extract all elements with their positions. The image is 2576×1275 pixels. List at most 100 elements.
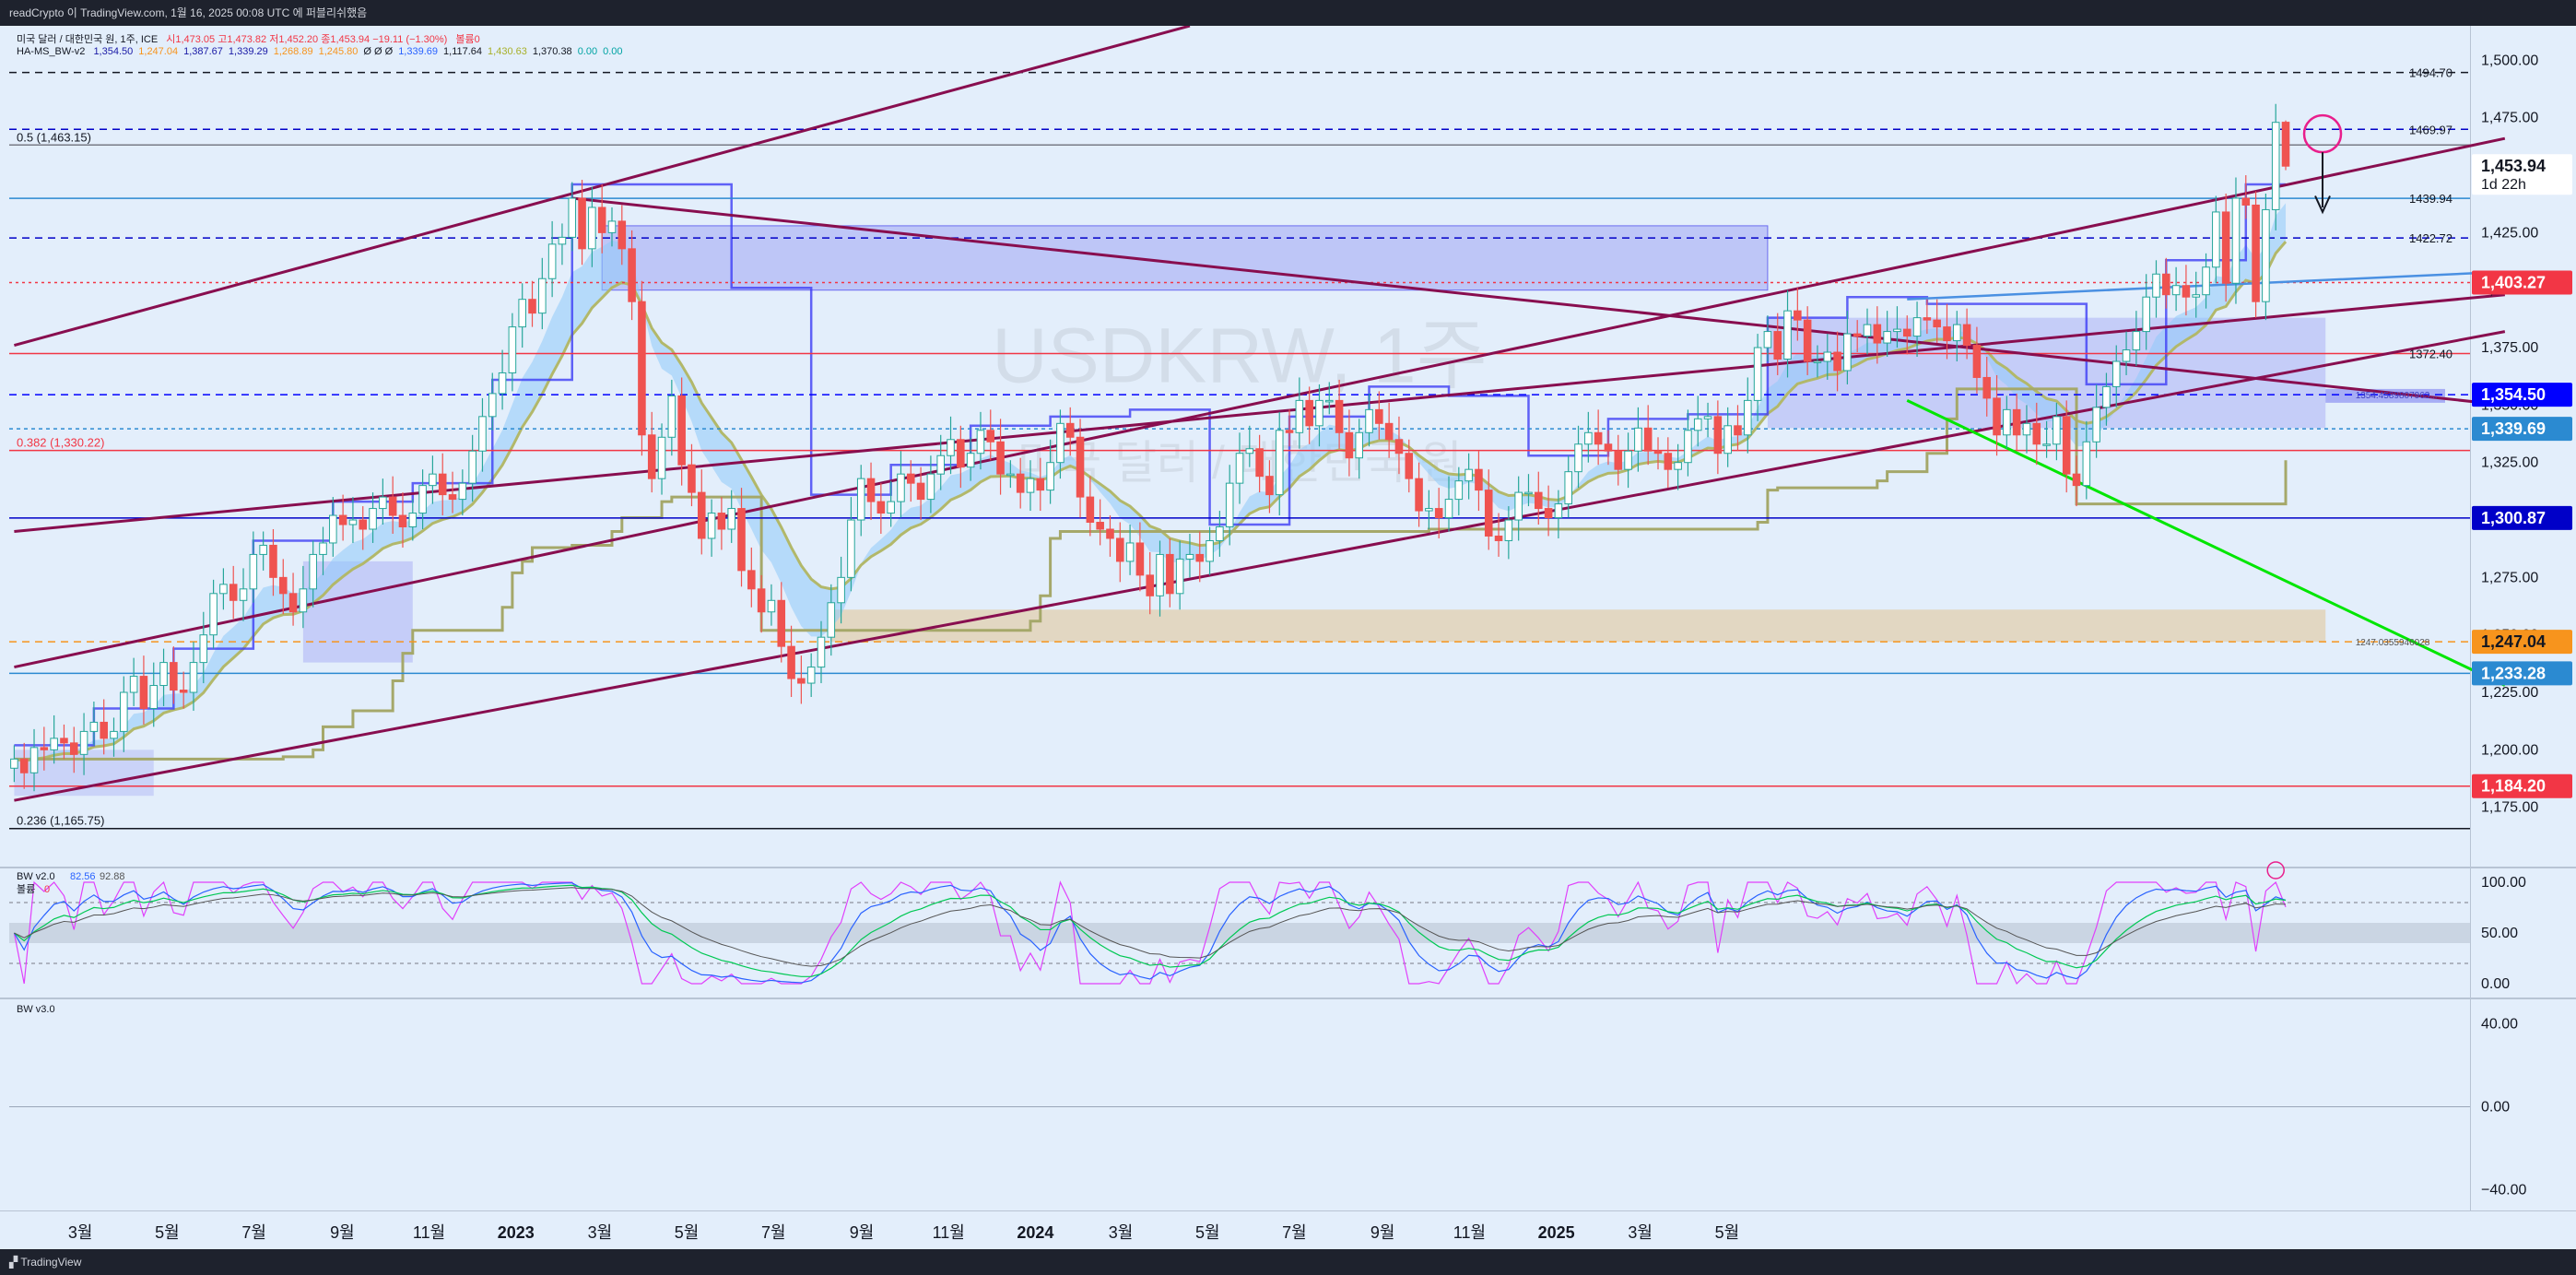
candle-body bbox=[578, 197, 586, 250]
oscillator-line-slow bbox=[14, 887, 2287, 967]
candle-body bbox=[1713, 416, 1723, 455]
candle-body bbox=[2102, 385, 2111, 408]
candle-body bbox=[1325, 399, 1334, 403]
legend-indicator-name[interactable]: HA-MS_BW-v2 bbox=[17, 46, 86, 57]
price-axis-tick: 1,375.00 bbox=[2481, 340, 2538, 356]
legend-value: 1,387.67 bbox=[183, 46, 223, 57]
candle-body bbox=[957, 439, 965, 468]
candle-body bbox=[2202, 266, 2210, 296]
candle-body bbox=[2152, 273, 2160, 298]
candle-body bbox=[2062, 416, 2071, 475]
candle-body bbox=[538, 277, 547, 314]
candle-body bbox=[1773, 331, 1782, 360]
price-axis-tick: 1,425.00 bbox=[2481, 225, 2538, 241]
price-axis-tick: 1,175.00 bbox=[2481, 800, 2538, 816]
candle-body bbox=[408, 513, 418, 528]
candle-body bbox=[2171, 285, 2181, 296]
candle-body bbox=[1235, 453, 1244, 484]
time-axis-label: 11월 bbox=[1453, 1223, 1486, 1242]
legend-value: 0.00 bbox=[577, 46, 598, 57]
time-axis-label: 7월 bbox=[1282, 1223, 1307, 1242]
candle-body bbox=[1275, 430, 1284, 496]
candle-body bbox=[1434, 508, 1443, 519]
price-badge-label: 1,300.87 bbox=[2481, 509, 2546, 527]
candle-body bbox=[817, 636, 826, 668]
candle-body bbox=[1016, 473, 1025, 493]
oscillator-line-k bbox=[13, 880, 2287, 986]
candle-body bbox=[806, 667, 816, 684]
candle-body bbox=[628, 248, 636, 302]
candle-body bbox=[1056, 422, 1065, 464]
candle-body bbox=[1873, 324, 1882, 344]
candle-body bbox=[110, 730, 118, 739]
candle-body bbox=[1953, 324, 1961, 342]
candle-body bbox=[1912, 317, 1922, 337]
candle-body bbox=[667, 395, 676, 438]
candle-body bbox=[677, 395, 686, 466]
legend-value: 1,268.89 bbox=[273, 46, 313, 57]
candle-body bbox=[1295, 399, 1304, 433]
candle-body bbox=[1653, 450, 1663, 455]
candle-body bbox=[976, 430, 985, 455]
price-badge-label: 1,453.94 bbox=[2481, 157, 2546, 175]
candle-body bbox=[1026, 478, 1035, 493]
candle-body bbox=[847, 519, 855, 578]
chart-svg[interactable]: USDKRW, 1주미국 달러 / 대한민국 원0.5 (1,463.15)0.… bbox=[0, 24, 2576, 1249]
candle-body bbox=[1734, 425, 1742, 436]
candle-body bbox=[40, 747, 49, 750]
candle-body bbox=[1554, 503, 1563, 519]
candle-body bbox=[2221, 211, 2230, 284]
candle-body bbox=[966, 453, 975, 468]
legend-value: Ø Ø Ø bbox=[363, 46, 394, 57]
candle-body bbox=[1195, 553, 1205, 562]
legend-symbol[interactable]: 미국 달러 / 대한민국 원, 1주, ICE bbox=[17, 34, 159, 45]
time-axis-label: 5월 bbox=[1195, 1223, 1220, 1242]
candle-body bbox=[1206, 539, 1214, 562]
candle-body bbox=[338, 514, 347, 525]
candle-body bbox=[897, 473, 905, 502]
candle-body bbox=[2082, 441, 2091, 487]
publish-caption: readCrypto 이 TradingView.com, 1월 16, 202… bbox=[0, 0, 2576, 26]
candle-body bbox=[508, 326, 517, 373]
pane-separator bbox=[0, 867, 2576, 868]
candle-body bbox=[1514, 491, 1523, 521]
pane2-sub: 볼륨 bbox=[17, 883, 35, 895]
fib-level-label: 0.236 (1,165.75) bbox=[17, 814, 104, 828]
candle-body bbox=[1684, 430, 1692, 464]
candle-body bbox=[1823, 351, 1832, 362]
candle-body bbox=[1464, 468, 1473, 482]
candle-body bbox=[1744, 399, 1752, 436]
candle-body bbox=[916, 482, 925, 501]
candle-body bbox=[1723, 425, 1732, 455]
chart-area[interactable]: USDKRW, 1주미국 달러 / 대한민국 원0.5 (1,463.15)0.… bbox=[0, 24, 2576, 1249]
pane2-sub-value: 0 bbox=[44, 884, 50, 895]
candle-body bbox=[2003, 408, 2011, 436]
candle-body bbox=[1355, 431, 1364, 459]
time-axis-border bbox=[0, 1210, 2576, 1211]
candle-body bbox=[1335, 399, 1344, 433]
pane2-axis-tick: 100.00 bbox=[2481, 875, 2526, 891]
candle-body bbox=[1763, 331, 1772, 348]
candle-body bbox=[1883, 331, 1891, 344]
price-badge-label: 1,354.50 bbox=[2481, 385, 2546, 404]
candle-body bbox=[369, 508, 377, 530]
price-badge bbox=[2472, 773, 2572, 798]
candle-body bbox=[1345, 431, 1354, 459]
candle-body bbox=[498, 372, 507, 395]
candle-body bbox=[2022, 422, 2031, 436]
orange-box-label: 1247.0355946028 bbox=[2356, 638, 2430, 648]
time-axis-label: 5월 bbox=[675, 1223, 700, 1242]
candle-body bbox=[1125, 542, 1135, 562]
candle-body bbox=[986, 430, 995, 443]
candle-body bbox=[1166, 553, 1174, 595]
price-axis-border bbox=[2470, 26, 2471, 1210]
candle-body bbox=[1375, 408, 1383, 424]
candle-body bbox=[1972, 345, 1982, 378]
candle-body bbox=[170, 662, 178, 691]
candle-body bbox=[1993, 397, 2001, 436]
candle-body bbox=[1255, 448, 1264, 478]
candle-body bbox=[688, 464, 696, 493]
candle-body bbox=[418, 485, 427, 514]
candle-body bbox=[1703, 416, 1712, 419]
time-axis-label: 2023 bbox=[498, 1223, 535, 1242]
